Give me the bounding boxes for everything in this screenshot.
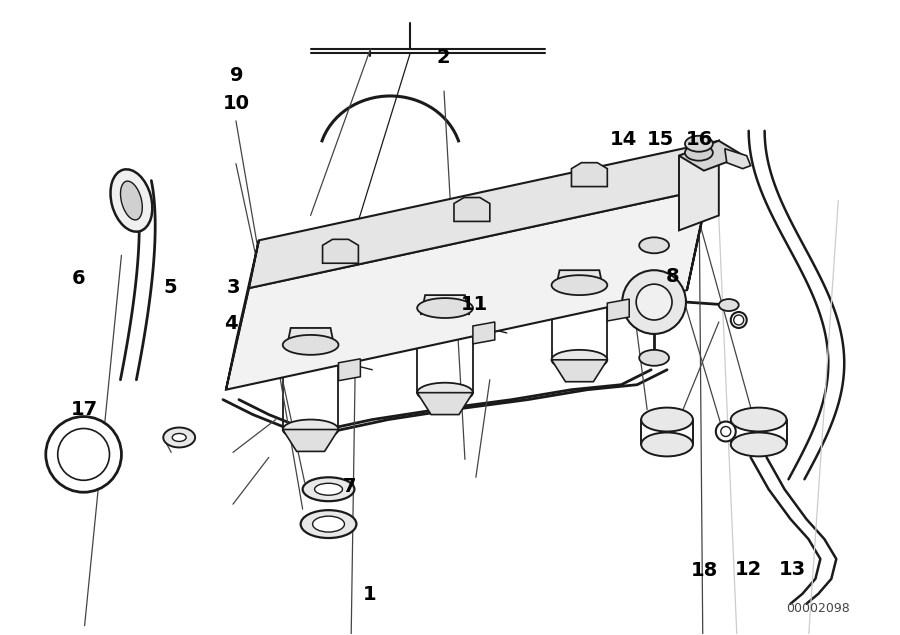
Polygon shape	[679, 141, 719, 231]
Polygon shape	[572, 163, 608, 187]
Polygon shape	[472, 322, 495, 344]
Polygon shape	[555, 271, 603, 290]
Ellipse shape	[639, 237, 669, 253]
Text: 12: 12	[734, 559, 762, 578]
Polygon shape	[417, 392, 473, 415]
Ellipse shape	[121, 181, 142, 220]
Ellipse shape	[685, 145, 713, 161]
Text: 00002098: 00002098	[787, 602, 850, 615]
Ellipse shape	[172, 434, 186, 441]
Polygon shape	[249, 141, 719, 288]
Text: 9: 9	[230, 67, 244, 86]
Text: 13: 13	[778, 559, 806, 578]
Polygon shape	[226, 240, 259, 390]
Text: 10: 10	[223, 95, 250, 113]
Ellipse shape	[302, 478, 355, 501]
Ellipse shape	[731, 432, 787, 457]
Text: 16: 16	[686, 130, 713, 149]
Polygon shape	[687, 141, 719, 290]
Ellipse shape	[719, 299, 739, 311]
Text: 4: 4	[224, 314, 238, 333]
Text: 14: 14	[609, 130, 636, 149]
Polygon shape	[552, 360, 608, 382]
Ellipse shape	[685, 136, 713, 152]
Text: 7: 7	[343, 478, 356, 497]
Polygon shape	[421, 295, 469, 315]
Ellipse shape	[315, 483, 343, 495]
Circle shape	[46, 417, 122, 492]
Text: 15: 15	[647, 130, 674, 149]
Ellipse shape	[312, 516, 345, 532]
Text: 18: 18	[691, 561, 718, 580]
Ellipse shape	[552, 350, 608, 370]
Polygon shape	[283, 429, 338, 451]
Text: 17: 17	[71, 399, 98, 418]
Ellipse shape	[622, 271, 686, 334]
Circle shape	[58, 429, 110, 480]
Polygon shape	[226, 189, 709, 390]
Polygon shape	[287, 328, 335, 348]
Ellipse shape	[163, 427, 195, 448]
Ellipse shape	[417, 383, 473, 403]
Polygon shape	[322, 239, 358, 264]
Ellipse shape	[283, 420, 338, 439]
Ellipse shape	[111, 170, 152, 232]
Text: 3: 3	[227, 277, 240, 297]
Ellipse shape	[731, 408, 787, 432]
Circle shape	[721, 427, 731, 436]
Ellipse shape	[641, 432, 693, 457]
Circle shape	[731, 312, 747, 328]
Text: 6: 6	[71, 269, 85, 288]
Text: 1: 1	[363, 585, 376, 604]
Polygon shape	[338, 359, 360, 381]
Text: 2: 2	[436, 48, 451, 67]
Polygon shape	[679, 141, 743, 171]
Circle shape	[734, 315, 743, 325]
Ellipse shape	[283, 335, 338, 355]
Polygon shape	[608, 299, 629, 321]
Text: 8: 8	[665, 267, 679, 286]
Ellipse shape	[641, 408, 693, 432]
Polygon shape	[724, 149, 751, 169]
Text: 5: 5	[164, 277, 177, 297]
Ellipse shape	[639, 350, 669, 366]
Ellipse shape	[636, 284, 672, 320]
Text: 11: 11	[461, 295, 488, 314]
Ellipse shape	[417, 298, 473, 318]
Ellipse shape	[552, 275, 608, 295]
Ellipse shape	[301, 510, 356, 538]
Circle shape	[716, 422, 735, 441]
Polygon shape	[454, 197, 490, 222]
